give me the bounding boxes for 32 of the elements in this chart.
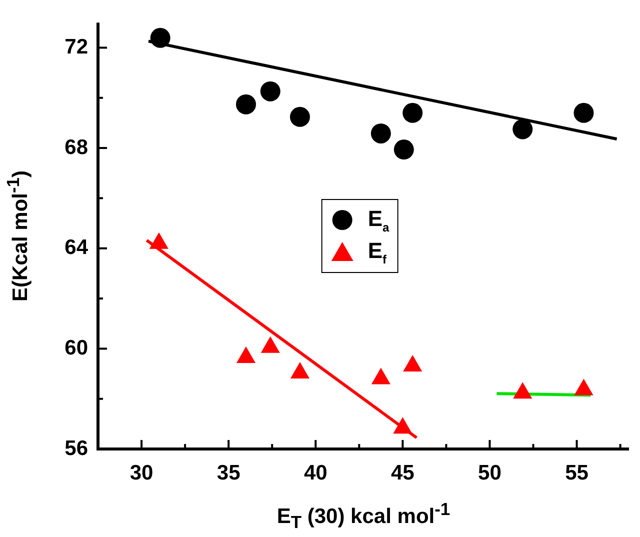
y-tick-label: 60 [64, 336, 88, 360]
y-tick-label: 72 [64, 35, 88, 58]
y-tick-label: 64 [64, 236, 88, 260]
legend-label: E$_{f}$ [368, 238, 386, 266]
point [290, 362, 310, 378]
x-tick-label: 30 [130, 461, 154, 484]
point [236, 94, 256, 114]
x-tick-label: 55 [565, 461, 589, 484]
point [260, 81, 280, 102]
y-tick-label: 68 [64, 136, 88, 159]
point [513, 382, 532, 399]
x-tick-label: 50 [478, 461, 502, 484]
point [260, 336, 280, 353]
x-tick-label: 40 [304, 461, 328, 484]
y-tick-label: 56 [64, 436, 88, 460]
point [574, 102, 594, 123]
x-axis-title: E$_{T}$ (30) kcal mol$^{-1}$ [276, 499, 450, 534]
point [403, 354, 422, 372]
point [574, 378, 594, 396]
x-tick-label: 35 [216, 461, 241, 484]
point [371, 368, 390, 384]
point [402, 102, 423, 123]
point [290, 106, 310, 127]
point [512, 119, 533, 140]
point [394, 140, 414, 160]
point [149, 232, 168, 249]
legend-label: E$_{a}$ [368, 206, 390, 234]
point [370, 123, 391, 144]
point [236, 346, 256, 363]
x-tick-label: 45 [390, 461, 415, 484]
point [393, 417, 412, 434]
point [150, 28, 170, 48]
